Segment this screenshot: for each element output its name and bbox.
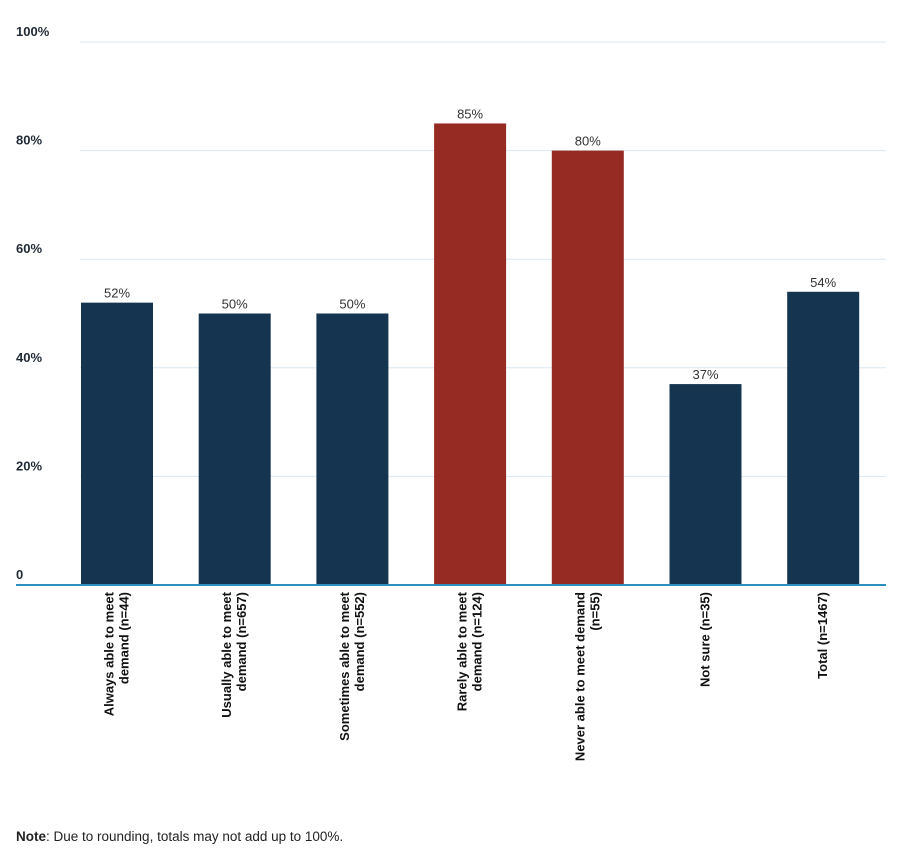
data-label: 50% [222,297,248,312]
x-tick-label: Never able to meet demand (n=55) [572,592,602,761]
x-tick-label: Sometimes able to meet demand (n=552) [337,591,367,740]
y-tick-label: 80% [16,133,42,148]
data-label: 54% [810,275,836,290]
bar [787,291,860,585]
x-tick-label: Usually able to meet demand (n=657) [219,591,249,717]
data-label: 80% [575,134,601,149]
bar [198,313,271,585]
x-tick-label-line: Never able to meet demand [572,592,587,761]
y-tick-label: 60% [16,241,42,256]
x-tick-label-line: (n=55) [587,592,602,631]
data-label: 85% [457,106,483,121]
data-label: 52% [104,286,130,301]
x-tick-label-line: Always able to meet [102,591,117,716]
bar [81,302,153,585]
bar [316,313,389,585]
x-tick-label: Total (n=1467) [815,592,830,679]
x-tick-label-line: Usually able to meet [219,591,234,717]
chart-note: Note: Due to rounding, totals may not ad… [16,829,343,844]
x-tick-label-line: demand (n=44) [117,592,132,684]
x-tick-label: Always able to meet demand (n=44) [102,591,132,716]
y-tick-label: 100% [16,24,50,39]
data-label: 50% [339,297,365,312]
x-tick-label: Not sure (n=35) [698,592,713,687]
data-label: 37% [692,367,718,382]
x-tick-label: Rarely able to meet demand (n=124) [455,591,485,711]
bar [551,150,624,585]
x-tick-label-line: demand (n=124) [470,592,485,691]
y-tick-label: 40% [16,350,42,365]
y-tick-label: 20% [16,458,42,473]
x-tick-label-line: Sometimes able to meet [337,591,352,740]
y-tick-label: 0 [16,567,23,582]
bar [669,384,742,585]
bar-chart: 020%40%60%80%100%52%Always able to meet d… [16,24,886,761]
x-tick-label-line: Not sure (n=35) [698,592,713,687]
x-tick-label-line: demand (n=657) [234,592,249,691]
x-tick-label-line: Total (n=1467) [815,592,830,679]
x-tick-label-line: demand (n=552) [352,592,367,691]
note-label: Note [16,829,46,844]
note-text: : Due to rounding, totals may not add up… [46,829,344,844]
bar [434,123,507,585]
x-tick-label-line: Rarely able to meet [455,591,470,711]
